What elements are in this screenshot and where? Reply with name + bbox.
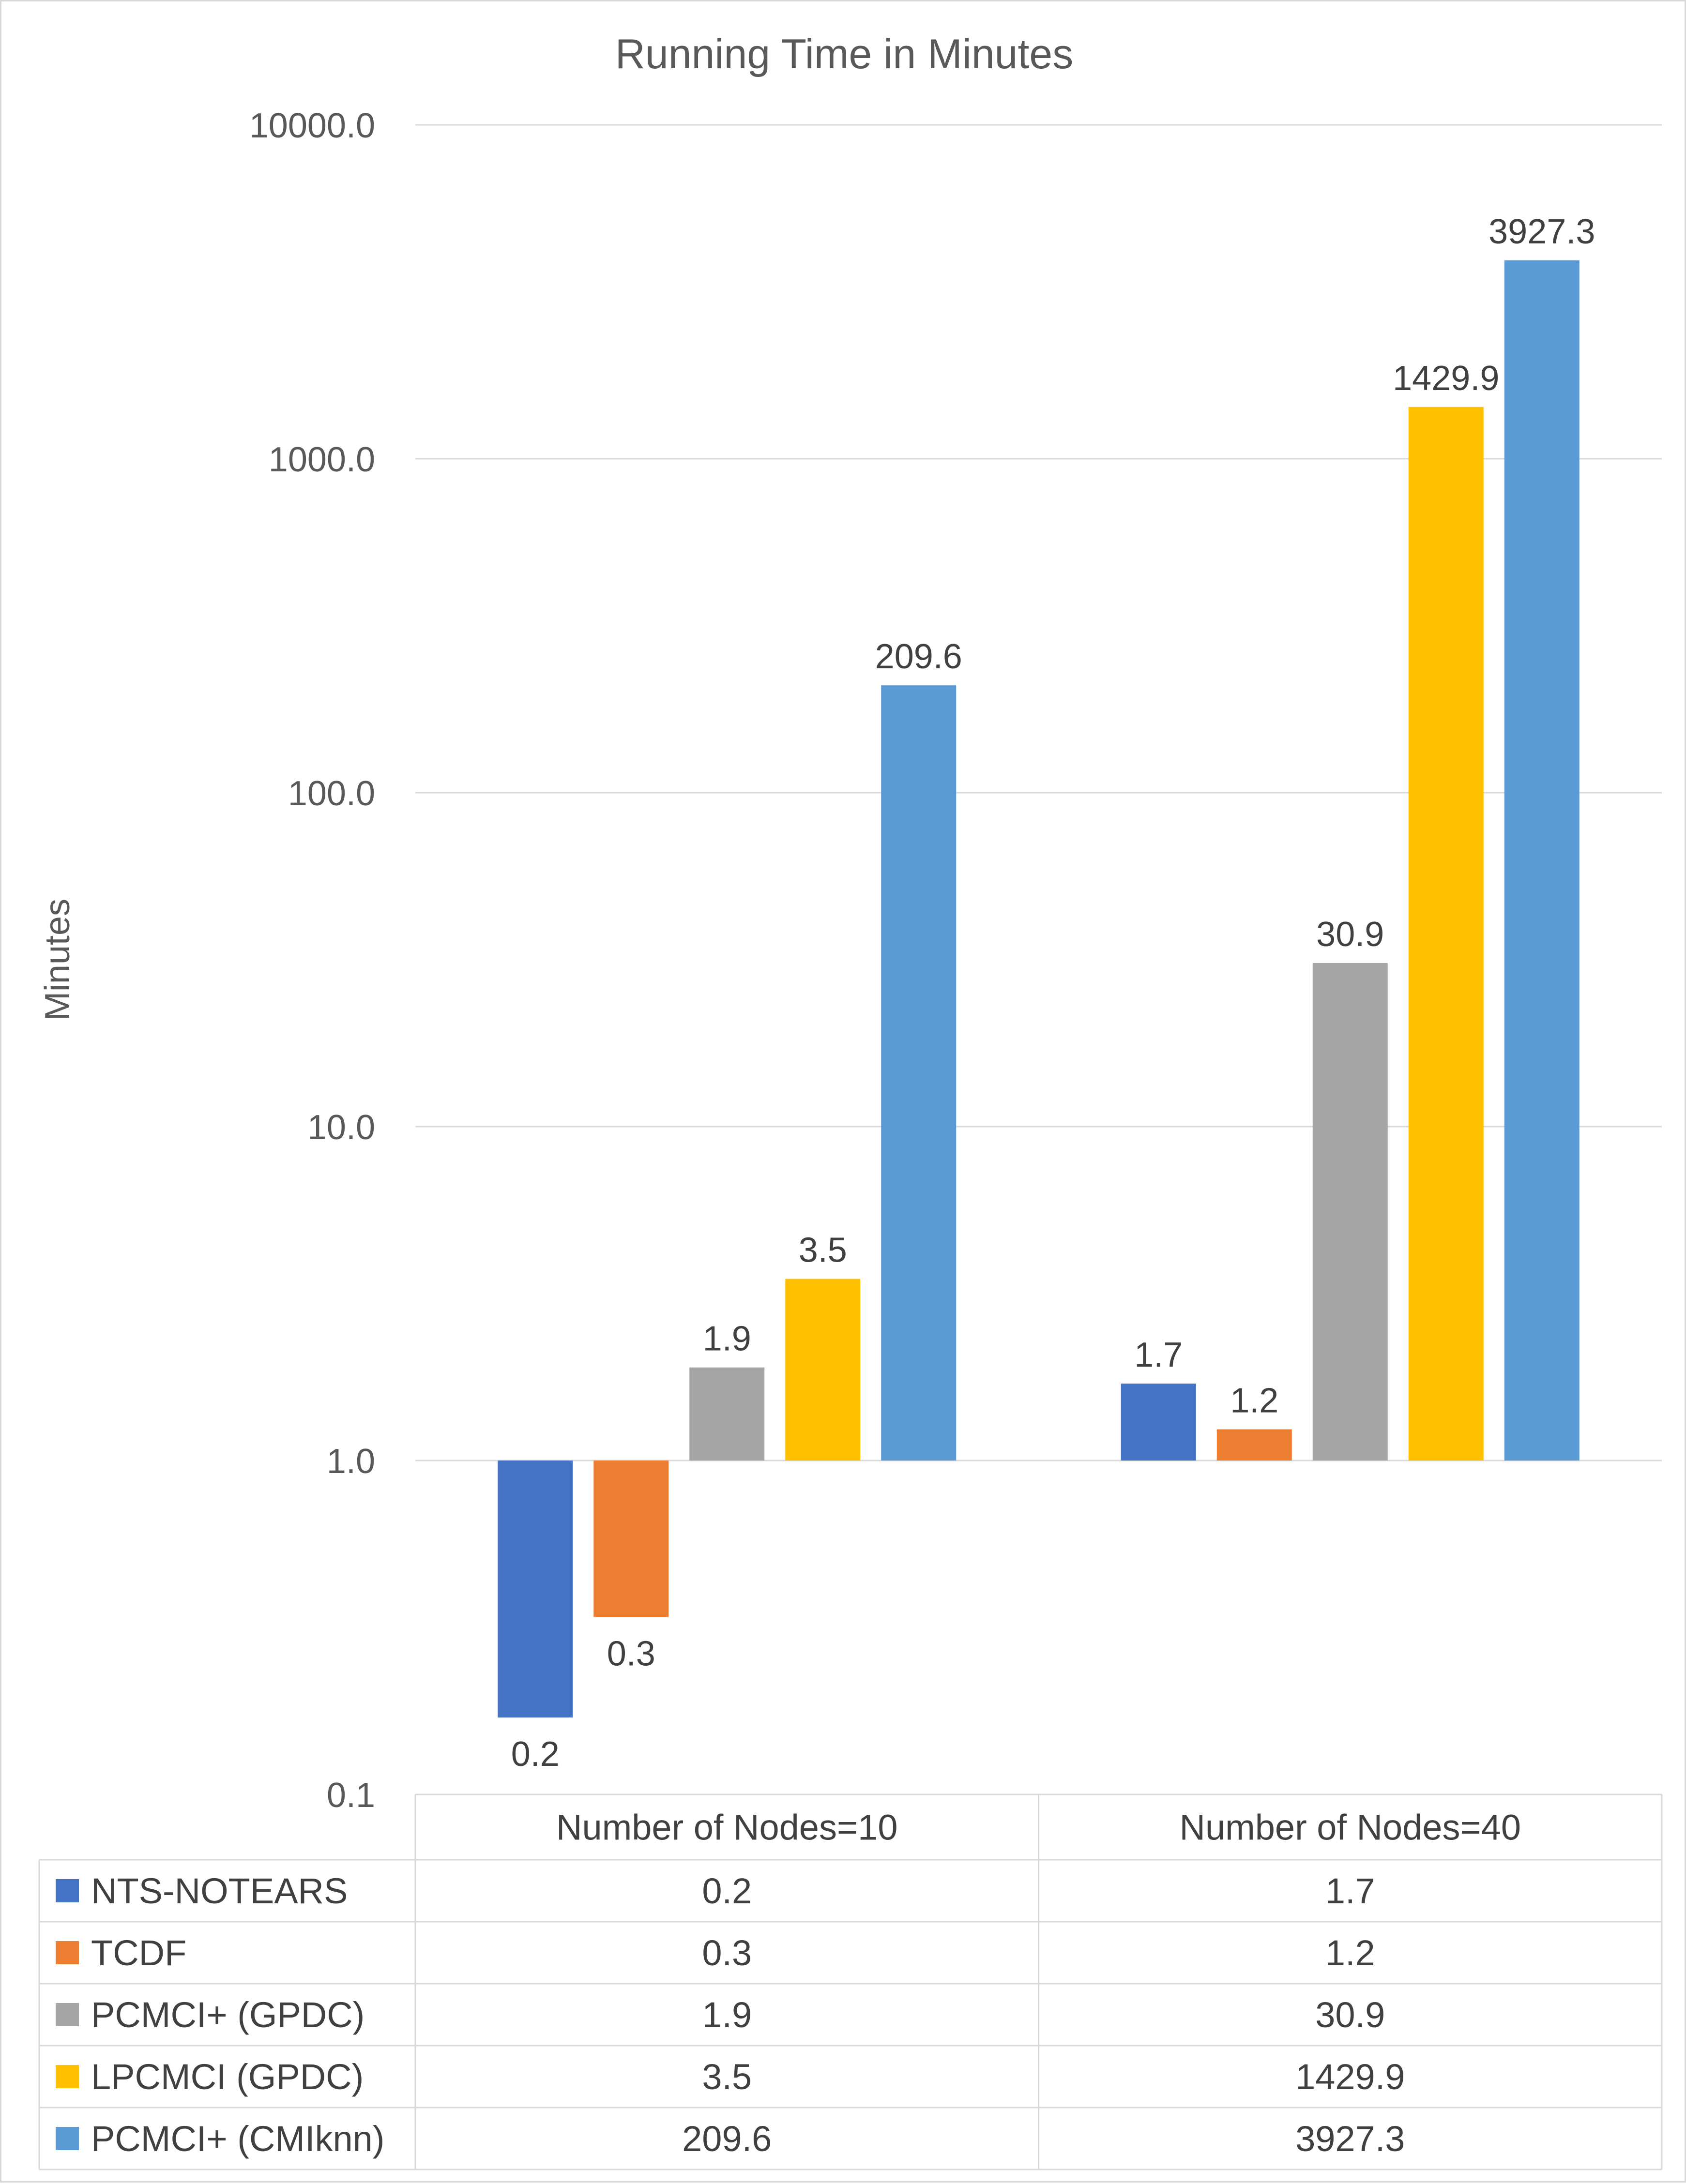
bar — [881, 685, 957, 1461]
y-tick-label: 1000.0 — [269, 440, 375, 479]
data-label: 3927.3 — [1489, 212, 1595, 251]
legend-series-name: LPCMCI (GPDC) — [91, 2057, 364, 2097]
legend-swatch — [56, 2127, 79, 2150]
legend-series-name: PCMCI+ (CMIknn) — [91, 2119, 384, 2159]
y-tick-label: 0.1 — [327, 1776, 375, 1815]
table-value: 1.9 — [702, 1995, 752, 2035]
legend-series-name: TCDF — [91, 1933, 186, 1973]
table-value: 1.2 — [1325, 1933, 1375, 1973]
bar — [1312, 963, 1388, 1461]
data-table: Number of Nodes=10 Number of Nodes=40 NTS-… — [38, 1793, 1663, 2170]
data-label: 1.7 — [1134, 1336, 1183, 1374]
bar — [689, 1367, 765, 1461]
table-value: 3.5 — [702, 2057, 752, 2097]
data-label: 0.2 — [511, 1735, 560, 1774]
data-label: 30.9 — [1316, 915, 1384, 954]
category-label: Number of Nodes=40 — [1180, 1807, 1521, 1848]
table-value: 1.7 — [1325, 1871, 1375, 1911]
chart-title: Running Time in Minutes — [615, 31, 1073, 77]
data-label: 1.9 — [703, 1320, 751, 1358]
data-labels: 0.2 0.3 1.9 3.5 209.6 1.7 1.2 30.9 1429.9 3927.3 — [511, 212, 1595, 1774]
table-value: 1429.9 — [1295, 2057, 1405, 2097]
table-value: 0.2 — [702, 1871, 752, 1911]
table-value: 209.6 — [682, 2119, 772, 2159]
legend-series-name: NTS-NOTEARS — [91, 1871, 348, 1911]
data-label: 0.3 — [607, 1634, 655, 1673]
legend-swatch — [56, 2003, 79, 2026]
bar — [1216, 1429, 1292, 1461]
data-label: 209.6 — [875, 637, 962, 676]
legend-swatch — [56, 1941, 79, 1964]
bar — [1504, 260, 1580, 1461]
legend-series-name: PCMCI+ (GPDC) — [91, 1995, 365, 2035]
data-label: 1429.9 — [1393, 359, 1499, 398]
y-axis-label: Minutes — [38, 899, 77, 1021]
bars — [498, 260, 1580, 1717]
y-tick-label: 10.0 — [307, 1108, 375, 1147]
y-tick-label: 1.0 — [327, 1442, 375, 1481]
legend-swatch — [56, 1879, 79, 1902]
y-tick-label: 100.0 — [288, 774, 375, 813]
table-value: 3927.3 — [1295, 2119, 1405, 2159]
y-tick-labels: 0.1 1.0 10.0 100.0 1000.0 10000.0 — [249, 106, 375, 1815]
y-tick-label: 10000.0 — [249, 106, 375, 145]
legend-swatch — [56, 2065, 79, 2088]
data-label: 3.5 — [799, 1231, 847, 1270]
table-value: 0.3 — [702, 1933, 752, 1973]
bar — [1121, 1383, 1196, 1461]
bar — [498, 1461, 573, 1717]
table-value: 30.9 — [1315, 1995, 1385, 2035]
bar — [785, 1279, 861, 1461]
bar — [1408, 407, 1484, 1461]
data-label: 1.2 — [1230, 1382, 1278, 1420]
bar — [593, 1461, 669, 1617]
category-label: Number of Nodes=10 — [556, 1807, 897, 1848]
